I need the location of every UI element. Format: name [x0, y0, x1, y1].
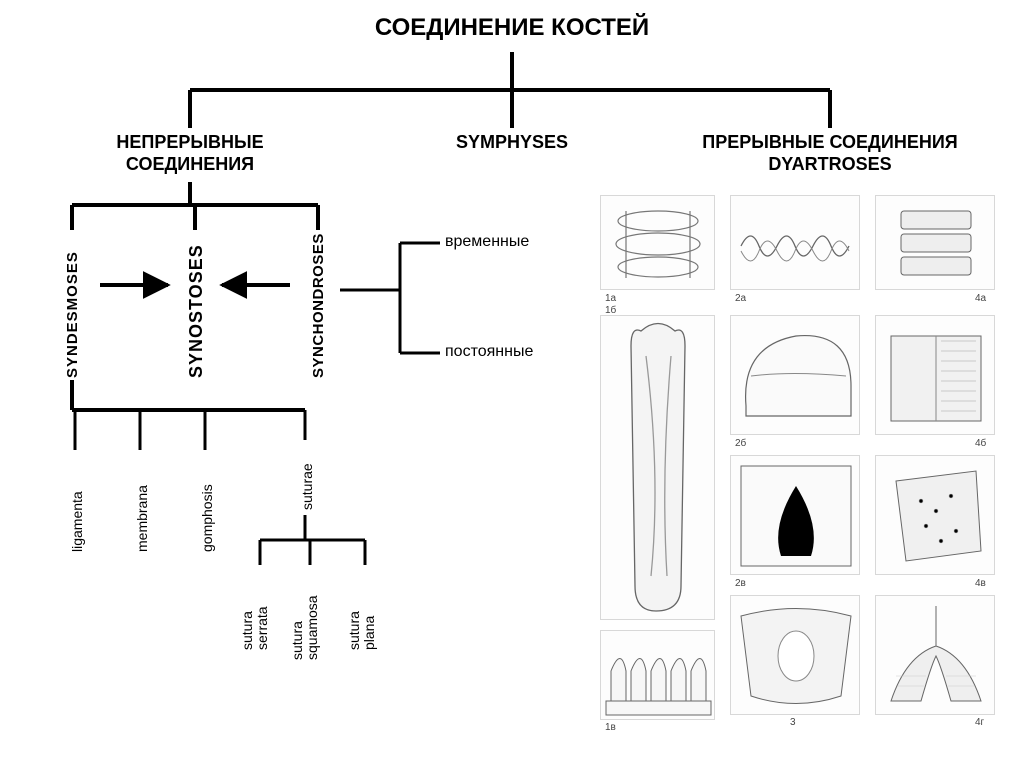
cap-1v: 1в [605, 722, 616, 733]
node-suturae: suturae [299, 463, 315, 510]
bone-section-sketch-icon [876, 316, 995, 435]
thumb-4a [875, 195, 995, 290]
bone-sketch-icon [601, 196, 715, 290]
long-bone-sketch-icon [601, 316, 715, 620]
teeth-sketch-icon [601, 631, 715, 720]
thumb-2b [730, 315, 860, 435]
cap-4v: 4в [975, 578, 986, 589]
node-continuous: НЕПРЕРЫВНЫЕ СОЕДИНЕНИЯ [70, 132, 310, 175]
anatomy-image-grid: 1а 2а 4а [590, 195, 1010, 725]
node-continuous-line2: СОЕДИНЕНИЯ [126, 154, 254, 174]
node-membrana: membrana [134, 485, 150, 552]
node-sutura-plana: sutura plana [347, 611, 378, 650]
sutura-plana-l1: sutura [346, 611, 362, 650]
cap-2v: 2в [735, 578, 746, 589]
sutura-serrata-l1: sutura [239, 611, 255, 650]
cap-4g: 4г [975, 717, 984, 728]
thumb-4b [875, 315, 995, 435]
thumb-4g [875, 595, 995, 715]
cap-1b: 1б [605, 305, 616, 316]
skull-lateral-sketch-icon [731, 316, 860, 435]
sutura-serrata-l2: serrata [254, 606, 270, 650]
thumb-3 [730, 595, 860, 715]
thumb-2v [730, 455, 860, 575]
cap-1a: 1а [605, 293, 616, 304]
diagram-title: СОЕДИНЕНИЕ КОСТЕЙ [0, 14, 1024, 42]
node-synostoses: SYNOSTOSES [186, 244, 207, 378]
vertebra-sketch-icon [876, 196, 995, 290]
cap-2b: 2б [735, 438, 746, 449]
fragment-sketch-icon [876, 456, 995, 575]
cap-4a: 4а [975, 293, 986, 304]
node-sutura-serrata: sutura serrata [240, 606, 271, 650]
node-diarthroses: ПРЕРЫВНЫЕ СОЕДИНЕНИЯ DYARTROSES [670, 132, 990, 175]
thumb-1a [600, 195, 715, 290]
thumb-1v [600, 630, 715, 720]
node-continuous-line1: НЕПРЕРЫВНЫЕ [116, 132, 263, 152]
node-permanent: постоянные [445, 343, 533, 361]
node-gomphosis: gomphosis [199, 484, 215, 552]
node-syndesmoses: SYNDESMOSES [64, 251, 81, 378]
pelvis-sketch-icon [731, 596, 860, 715]
cap-3: 3 [790, 717, 796, 728]
thumb-1b [600, 315, 715, 620]
diagram-canvas: СОЕДИНЕНИЕ КОСТЕЙ НЕПРЕРЫВНЫЕ СОЕДИНЕНИЯ… [0, 0, 1024, 767]
cap-2a: 2а [735, 293, 746, 304]
cap-4b: 4б [975, 438, 986, 449]
thumb-4v [875, 455, 995, 575]
thumb-2a [730, 195, 860, 290]
sutura-plana-l2: plana [361, 616, 377, 650]
joint-sketch-icon [876, 596, 995, 715]
node-synchondroses: SYNCHONDROSES [310, 233, 327, 378]
node-ligamenta: ligamenta [69, 491, 85, 552]
sutura-squamosa-l1: sutura [289, 621, 305, 660]
suture-sketch-icon [731, 196, 860, 290]
sutura-squamosa-l2: squamosa [304, 595, 320, 660]
node-temporary: временные [445, 233, 529, 251]
nasal-sketch-icon [731, 456, 860, 575]
node-sutura-squamosa: sutura squamosa [290, 595, 321, 660]
node-diarthroses-line1: ПРЕРЫВНЫЕ СОЕДИНЕНИЯ [702, 132, 957, 152]
node-symphyses: SYMPHYSES [420, 132, 604, 153]
node-diarthroses-line2: DYARTROSES [768, 154, 891, 174]
